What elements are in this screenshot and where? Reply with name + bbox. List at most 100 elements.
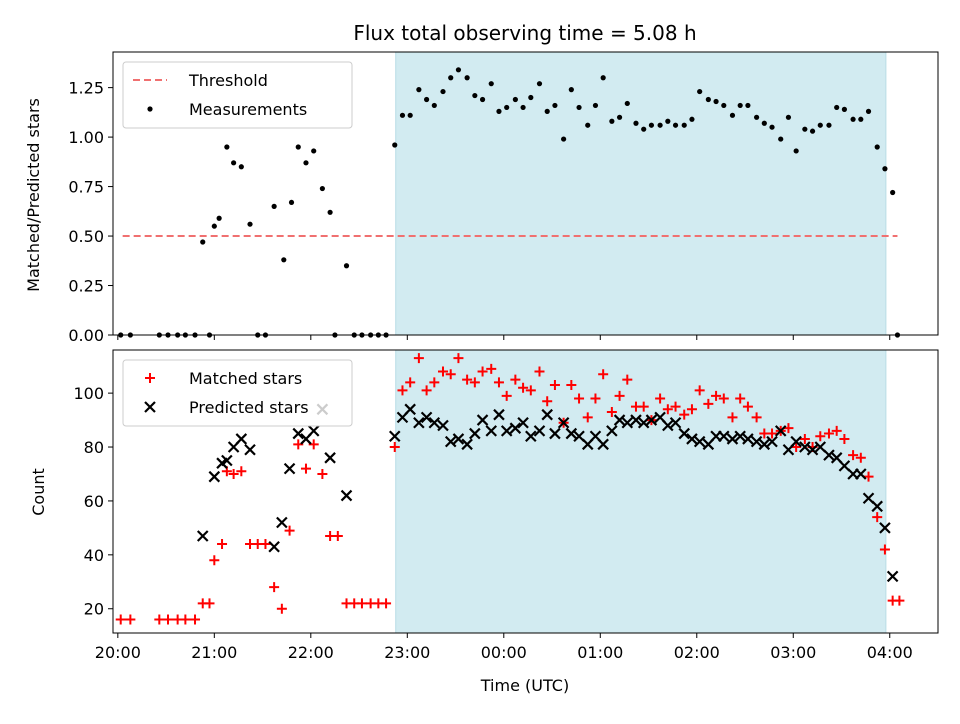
- matched-point: [711, 390, 722, 401]
- measurement-point: [247, 221, 253, 227]
- bottom-y-axis-label: Count: [29, 468, 48, 516]
- top-y-tick-label: 1.25: [68, 79, 104, 98]
- predicted-point: [509, 422, 522, 434]
- top-x-ticks: [117, 335, 891, 340]
- measurement-point: [648, 122, 655, 128]
- matched-point: [356, 598, 367, 609]
- measurement-point: [520, 104, 526, 111]
- matched-point: [767, 428, 778, 439]
- measurement-point: [472, 92, 478, 99]
- measurement-point: [271, 203, 277, 209]
- measurement-point: [216, 215, 222, 221]
- predicted-point: [597, 438, 609, 451]
- measurement-point: [488, 81, 494, 87]
- matched-point: [606, 406, 617, 417]
- predicted-point: [573, 430, 585, 443]
- x-tick-label: 02:00: [674, 643, 720, 662]
- top-y-tick-label: 0.00: [68, 326, 104, 345]
- predicted-point: [838, 460, 851, 472]
- top-axes-frame: [112, 51, 939, 336]
- measurement-points: [118, 67, 901, 338]
- predicted-point: [693, 435, 706, 448]
- measurement-point: [455, 67, 462, 73]
- predicted-point: [235, 433, 248, 445]
- predicted-point: [388, 430, 401, 443]
- predicted-point: [476, 414, 489, 426]
- measurement-point: [576, 104, 582, 111]
- matched-point: [622, 374, 633, 385]
- measurement-point: [793, 148, 799, 154]
- matched-point: [894, 595, 905, 606]
- matched-point: [815, 431, 826, 442]
- measurement-point: [416, 87, 422, 93]
- predicted-point: [413, 416, 425, 429]
- measurement-point: [737, 102, 743, 109]
- measurement-point: [713, 98, 719, 105]
- measurement-point: [761, 120, 767, 126]
- measurement-point: [705, 96, 711, 103]
- predicted-point: [726, 433, 739, 445]
- matched-point: [154, 614, 165, 625]
- predicted-point: [452, 433, 465, 445]
- top-panel: 0.00 0.25 0.50 0.75 1.00 1.25 Matched/Predict…: [24, 51, 939, 345]
- legend-label: Matched stars: [189, 369, 302, 388]
- legend-swatch: [145, 373, 155, 383]
- measurement-point: [890, 189, 896, 196]
- bottom-legend: Matched stars Predicted stars: [122, 359, 353, 427]
- predicted-point: [862, 492, 875, 505]
- matched-point: [670, 401, 681, 412]
- matched-point: [703, 398, 714, 409]
- measurement-point: [745, 102, 751, 109]
- measurement-point: [281, 257, 287, 263]
- matched-point: [590, 393, 601, 404]
- legend-label: Threshold: [188, 71, 268, 90]
- matched-point: [662, 404, 673, 415]
- measurement-point: [729, 112, 736, 118]
- x-tick-label: 23:00: [384, 643, 430, 662]
- measurement-point: [211, 223, 217, 229]
- matched-point: [566, 380, 577, 391]
- measurement-point: [641, 126, 647, 132]
- matched-point: [863, 471, 874, 482]
- measurement-point: [785, 114, 792, 120]
- predicted-point: [886, 570, 899, 583]
- measurement-point: [295, 144, 301, 150]
- measurement-point: [841, 106, 848, 112]
- predicted-point: [855, 468, 867, 480]
- measurement-point: [479, 96, 486, 103]
- measurement-point: [850, 116, 856, 122]
- predicted-point: [268, 540, 280, 553]
- predicted-point: [404, 403, 416, 416]
- matched-point: [655, 393, 666, 404]
- matched-point: [469, 377, 480, 388]
- bottom-y-tick-label: 20: [84, 600, 104, 619]
- top-shaded-span: [395, 51, 887, 336]
- measurement-point: [834, 104, 840, 111]
- predicted-point: [734, 430, 746, 443]
- matched-point: [574, 393, 585, 404]
- measurement-point: [721, 102, 727, 109]
- matched-point: [397, 385, 408, 396]
- measurement-point: [552, 102, 558, 109]
- matched-point: [217, 539, 228, 550]
- measurement-point: [536, 81, 543, 87]
- bottom-y-tick-label: 40: [84, 546, 104, 565]
- predicted-point: [606, 425, 618, 437]
- predicted-point: [525, 430, 537, 443]
- legend-label: Measurements: [189, 100, 307, 119]
- measurement-point: [464, 75, 470, 81]
- predicted-point: [533, 425, 546, 437]
- matched-point: [453, 353, 464, 364]
- matched-point: [190, 614, 201, 625]
- matched-point: [855, 452, 866, 463]
- predicted-point: [549, 427, 561, 440]
- legend-swatch: [144, 401, 156, 413]
- matched-point: [510, 374, 521, 385]
- matched-point: [534, 366, 545, 377]
- predicted-point: [621, 416, 634, 429]
- matched-point: [549, 380, 560, 391]
- x-tick-label: 22:00: [288, 643, 334, 662]
- matched-point: [799, 433, 810, 444]
- matched-point: [276, 603, 287, 614]
- bottom-panel: 20 40 60 80 100 20:00 21:00 22:00 23:00 00:00 01:…: [29, 349, 939, 695]
